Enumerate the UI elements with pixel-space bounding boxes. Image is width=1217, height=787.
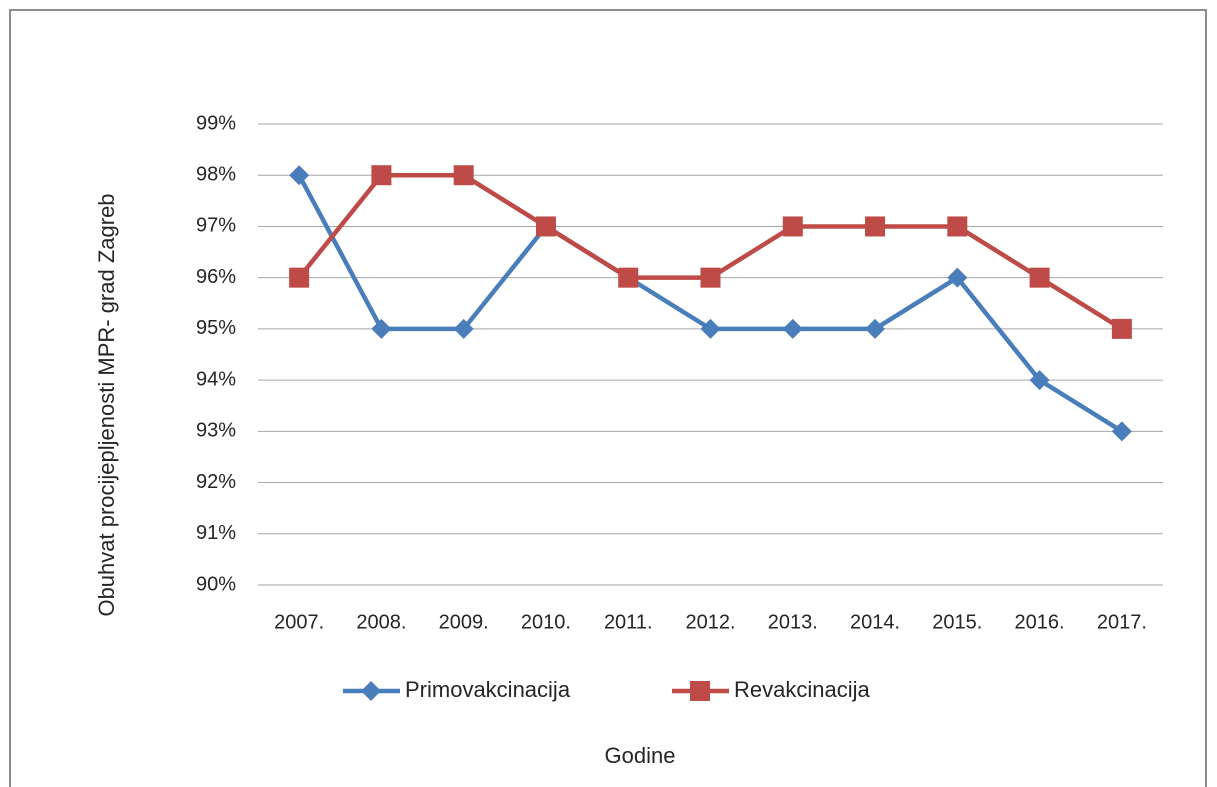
- y-tick-label: 95%: [196, 317, 236, 339]
- point-marker: [535, 216, 556, 237]
- y-tick-label: 94%: [196, 368, 236, 390]
- legend-marker: [361, 681, 381, 701]
- point-marker: [1029, 370, 1050, 391]
- point-marker: [371, 318, 392, 339]
- chart-frame: [9, 9, 1207, 787]
- y-tick-label: 98%: [196, 164, 236, 186]
- x-tick-label: 2008.: [356, 611, 406, 633]
- x-tick-label: 2009.: [439, 611, 489, 633]
- legend-marker: [690, 681, 710, 701]
- y-tick-label: 96%: [196, 266, 236, 288]
- x-axis-label: Godine: [605, 743, 676, 768]
- point-marker: [371, 165, 392, 186]
- y-tick-label: 97%: [196, 215, 236, 237]
- point-marker: [1111, 318, 1132, 339]
- x-tick-label: 2013.: [768, 611, 818, 633]
- y-tick-label: 99%: [196, 112, 236, 134]
- x-tick-label: 2007.: [274, 611, 324, 633]
- point-marker: [865, 216, 886, 237]
- y-axis-label: Obuhvat procijepljenosti MPR- grad Zagre…: [94, 193, 119, 616]
- point-marker: [947, 216, 968, 237]
- point-marker: [782, 318, 803, 339]
- legend-label: Primovakcinacija: [405, 677, 571, 702]
- x-tick-label: 2016.: [1015, 611, 1065, 633]
- point-marker: [1029, 267, 1050, 288]
- x-tick-label: 2012.: [685, 611, 735, 633]
- y-tick-label: 90%: [196, 573, 236, 595]
- legend-label: Revakcinacija: [734, 677, 870, 702]
- y-tick-label: 92%: [196, 471, 236, 493]
- x-tick-label: 2014.: [850, 611, 900, 633]
- point-marker: [700, 318, 721, 339]
- x-tick-label: 2017.: [1097, 611, 1147, 633]
- point-marker: [453, 318, 474, 339]
- point-marker: [782, 216, 803, 237]
- y-tick-label: 91%: [196, 522, 236, 544]
- x-tick-label: 2015.: [932, 611, 982, 633]
- point-marker: [1111, 421, 1132, 442]
- x-tick-label: 2010.: [521, 611, 571, 633]
- point-marker: [947, 267, 968, 288]
- x-tick-label: 2011.: [604, 611, 653, 633]
- point-marker: [289, 165, 310, 186]
- point-marker: [289, 267, 310, 288]
- point-marker: [700, 267, 721, 288]
- point-marker: [453, 165, 474, 186]
- point-marker: [618, 267, 639, 288]
- point-marker: [865, 318, 886, 339]
- y-tick-label: 93%: [196, 420, 236, 442]
